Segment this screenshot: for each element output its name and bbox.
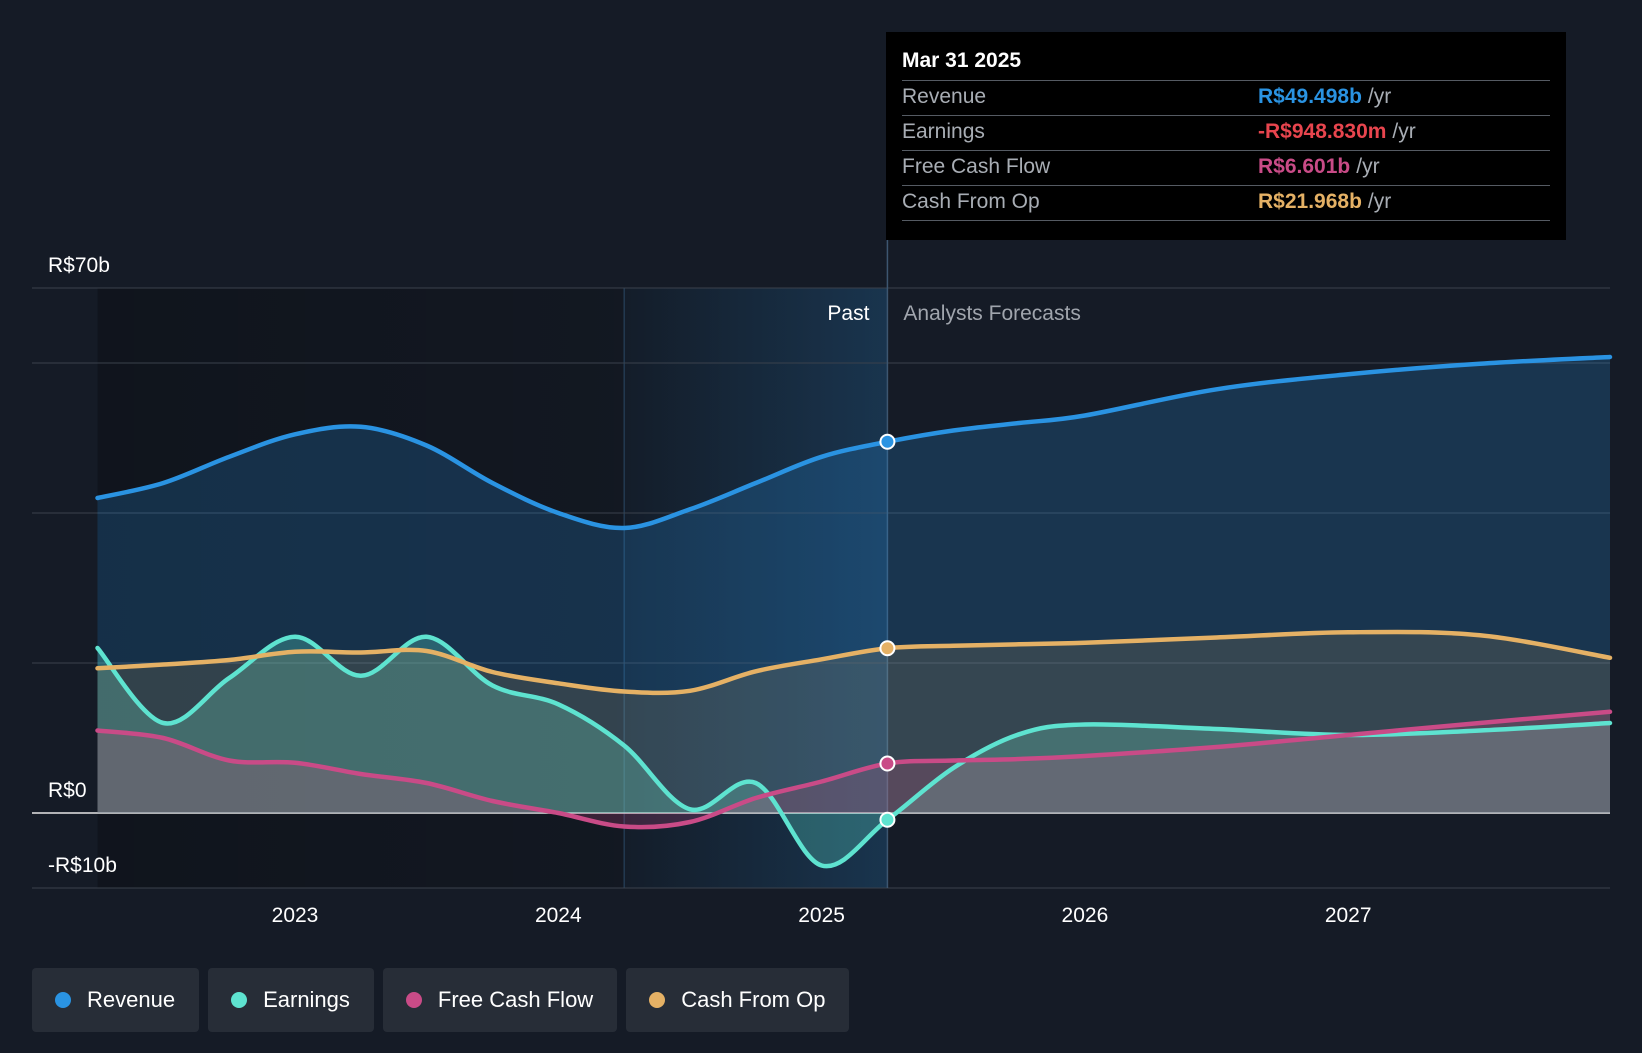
- legend-label: Cash From Op: [681, 987, 826, 1012]
- tooltip-value: R$49.498b: [1258, 85, 1362, 108]
- legend-dot-icon: [405, 992, 422, 1008]
- tooltip-value: R$21.968b: [1258, 190, 1362, 213]
- x-tick-label: 2024: [535, 904, 582, 927]
- free-cash-flow-marker: [879, 755, 896, 772]
- x-tick-label: 2025: [798, 904, 845, 927]
- tooltip-label: Revenue: [902, 85, 987, 108]
- legend-dot-icon: [649, 992, 666, 1008]
- past-label: Past: [827, 302, 869, 325]
- legend-label: Earnings: [263, 987, 350, 1012]
- tooltip-label: Cash From Op: [902, 190, 1040, 213]
- y-axis-label: -R$10b: [48, 854, 117, 877]
- tooltip-label: Earnings: [902, 120, 985, 143]
- legend-item-free-cash-flow[interactable]: Free Cash Flow: [382, 968, 618, 1032]
- legend-dot-icon: [231, 992, 248, 1008]
- tooltip-unit: /yr: [1356, 155, 1380, 178]
- earnings-line: [95, 634, 1613, 869]
- tooltip-row-free-cash-flow: Free Cash Flow R$6.601b /yr: [902, 150, 1550, 185]
- y-axis-label: R$70b: [48, 254, 110, 277]
- revenue-marker: [879, 433, 896, 450]
- tooltip-row-cash-from-op: Cash From Op R$21.968b /yr: [902, 185, 1550, 221]
- tooltip-row-revenue: Revenue R$49.498b /yr: [902, 80, 1550, 115]
- x-tick-label: 2026: [1062, 904, 1109, 927]
- legend-dot-icon: [55, 992, 71, 1008]
- legend-item-earnings[interactable]: Earnings: [208, 968, 374, 1032]
- legend-item-cash-from-op[interactable]: Cash From Op: [626, 968, 850, 1032]
- legend-label: Free Cash Flow: [437, 987, 594, 1012]
- legend: Revenue Earnings Free Cash Flow Cash Fro…: [32, 968, 850, 1032]
- cash-from-op-marker: [879, 640, 896, 657]
- earnings-marker: [879, 811, 896, 828]
- forecast-label: Analysts Forecasts: [903, 302, 1080, 325]
- cash-from-op-area: [97, 631, 1610, 813]
- past-highlight-band: [624, 288, 888, 888]
- cash-from-op-line: [95, 629, 1613, 696]
- revenue-area: [97, 357, 1610, 813]
- tooltip-unit: /yr: [1367, 85, 1392, 108]
- tooltip-value: R$6.601b: [1258, 155, 1351, 178]
- earnings-area: [97, 636, 1610, 867]
- x-tick-label: 2027: [1325, 904, 1372, 927]
- tooltip-date: Mar 31 2025: [902, 49, 1022, 72]
- y-axis-label: R$0: [48, 779, 87, 802]
- tooltip-label: Free Cash Flow: [902, 155, 1051, 178]
- tooltip-row-earnings: Earnings -R$948.830m /yr: [902, 115, 1550, 150]
- tooltip-value: -R$948.830m: [1258, 120, 1387, 143]
- free-cash-flow-line: [95, 709, 1613, 830]
- legend-item-revenue[interactable]: Revenue: [32, 968, 200, 1032]
- tooltip-unit: /yr: [1367, 190, 1392, 213]
- tooltip: Mar 31 2025 Revenue R$49.498b /yr Earnin…: [886, 32, 1566, 240]
- tooltip-unit: /yr: [1392, 120, 1416, 143]
- legend-label: Revenue: [87, 987, 176, 1012]
- x-tick-label: 2023: [272, 904, 319, 927]
- revenue-line: [95, 354, 1613, 531]
